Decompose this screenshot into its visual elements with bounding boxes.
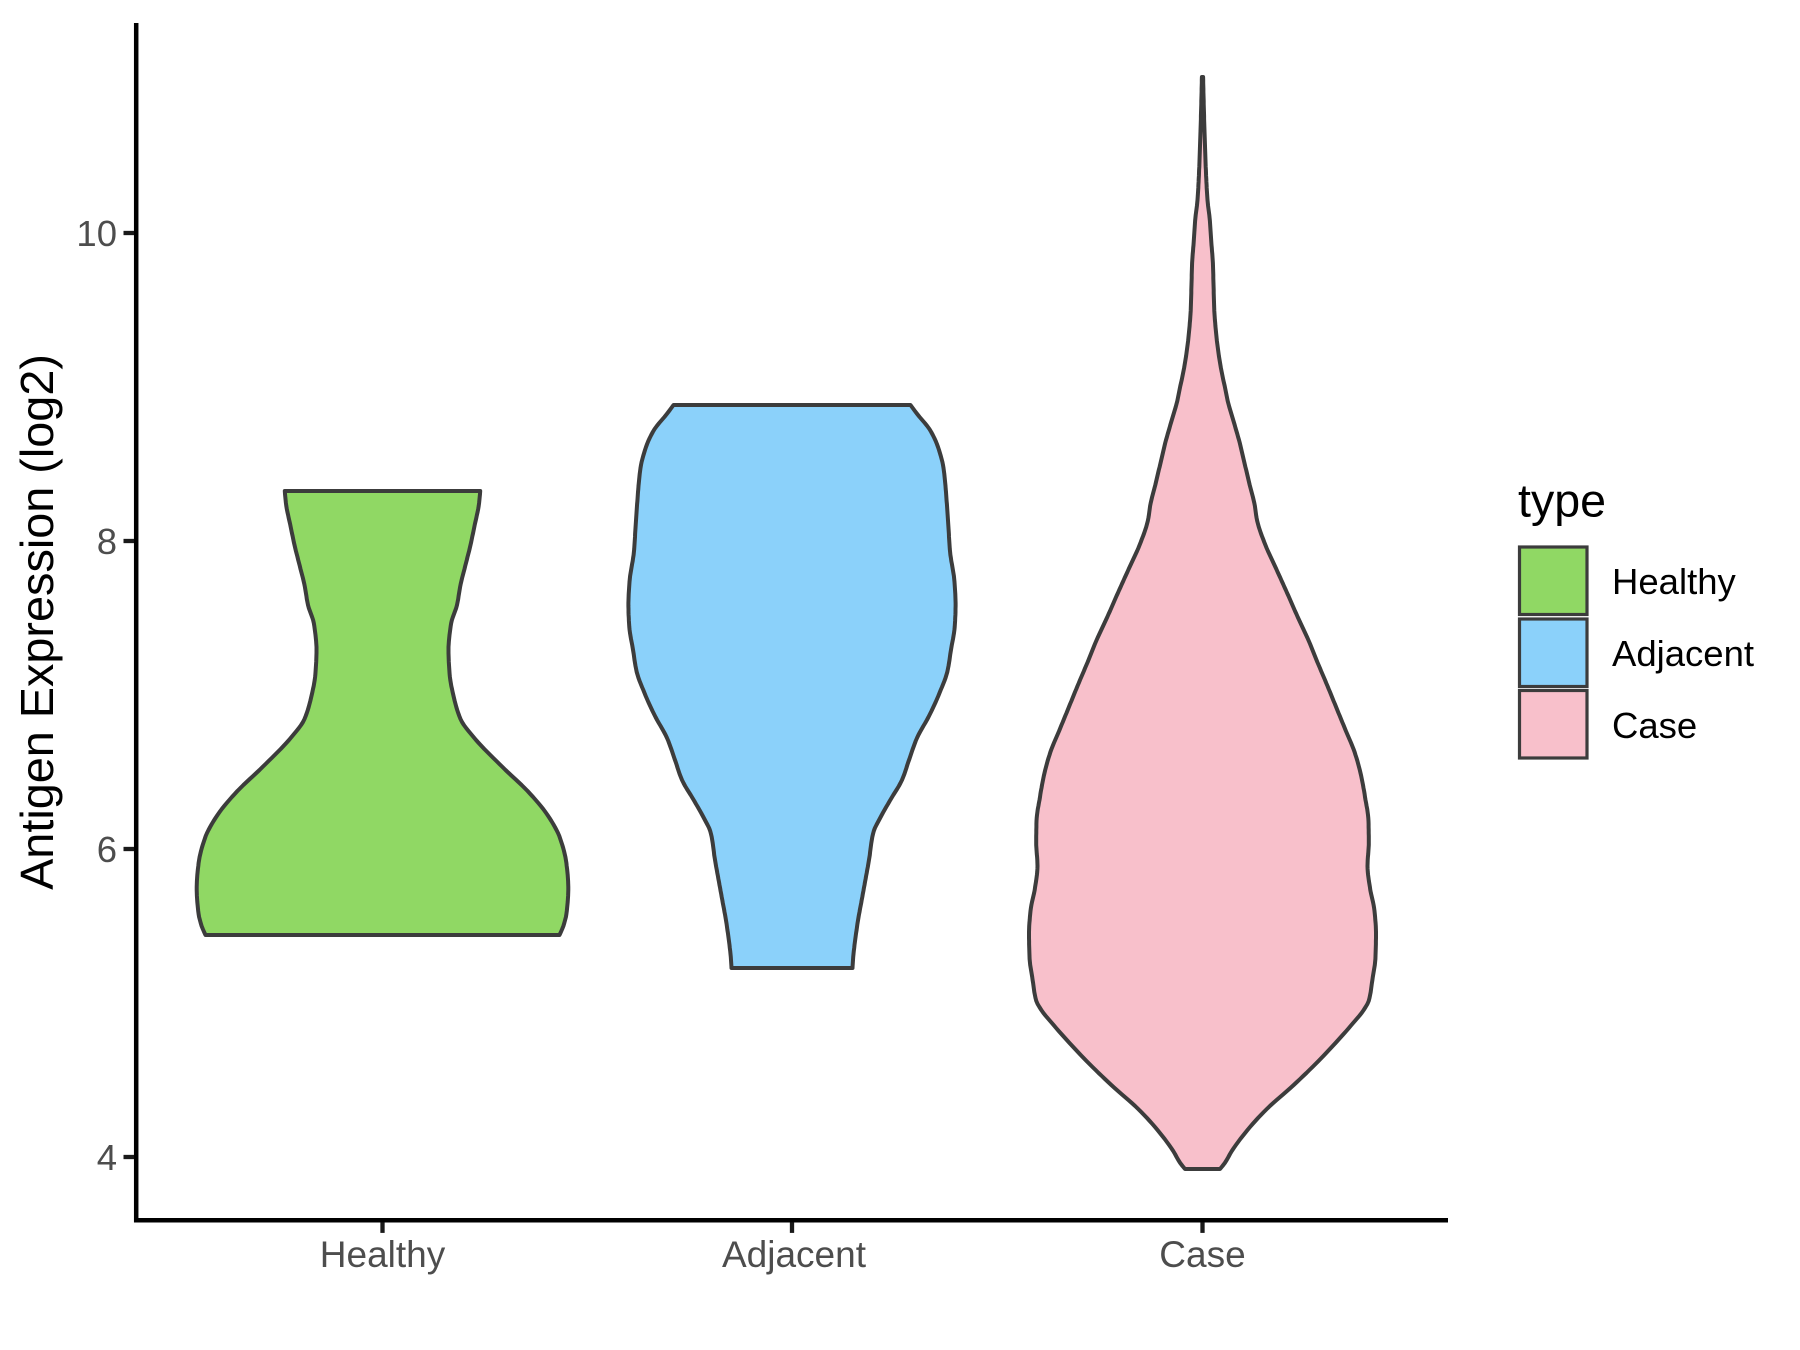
svg-text:6: 6 — [97, 829, 117, 870]
svg-text:10: 10 — [76, 213, 117, 254]
svg-text:type: type — [1518, 475, 1606, 527]
svg-text:Case: Case — [1159, 1234, 1245, 1275]
svg-text:Healthy: Healthy — [320, 1234, 446, 1275]
svg-text:Adjacent: Adjacent — [1612, 633, 1754, 674]
svg-text:Antigen Expression (log2): Antigen Expression (log2) — [11, 354, 63, 890]
svg-text:4: 4 — [97, 1137, 117, 1178]
svg-text:Adjacent: Adjacent — [722, 1234, 867, 1275]
svg-text:8: 8 — [97, 521, 117, 562]
svg-text:Healthy: Healthy — [1612, 561, 1737, 602]
svg-text:Case: Case — [1612, 705, 1697, 746]
